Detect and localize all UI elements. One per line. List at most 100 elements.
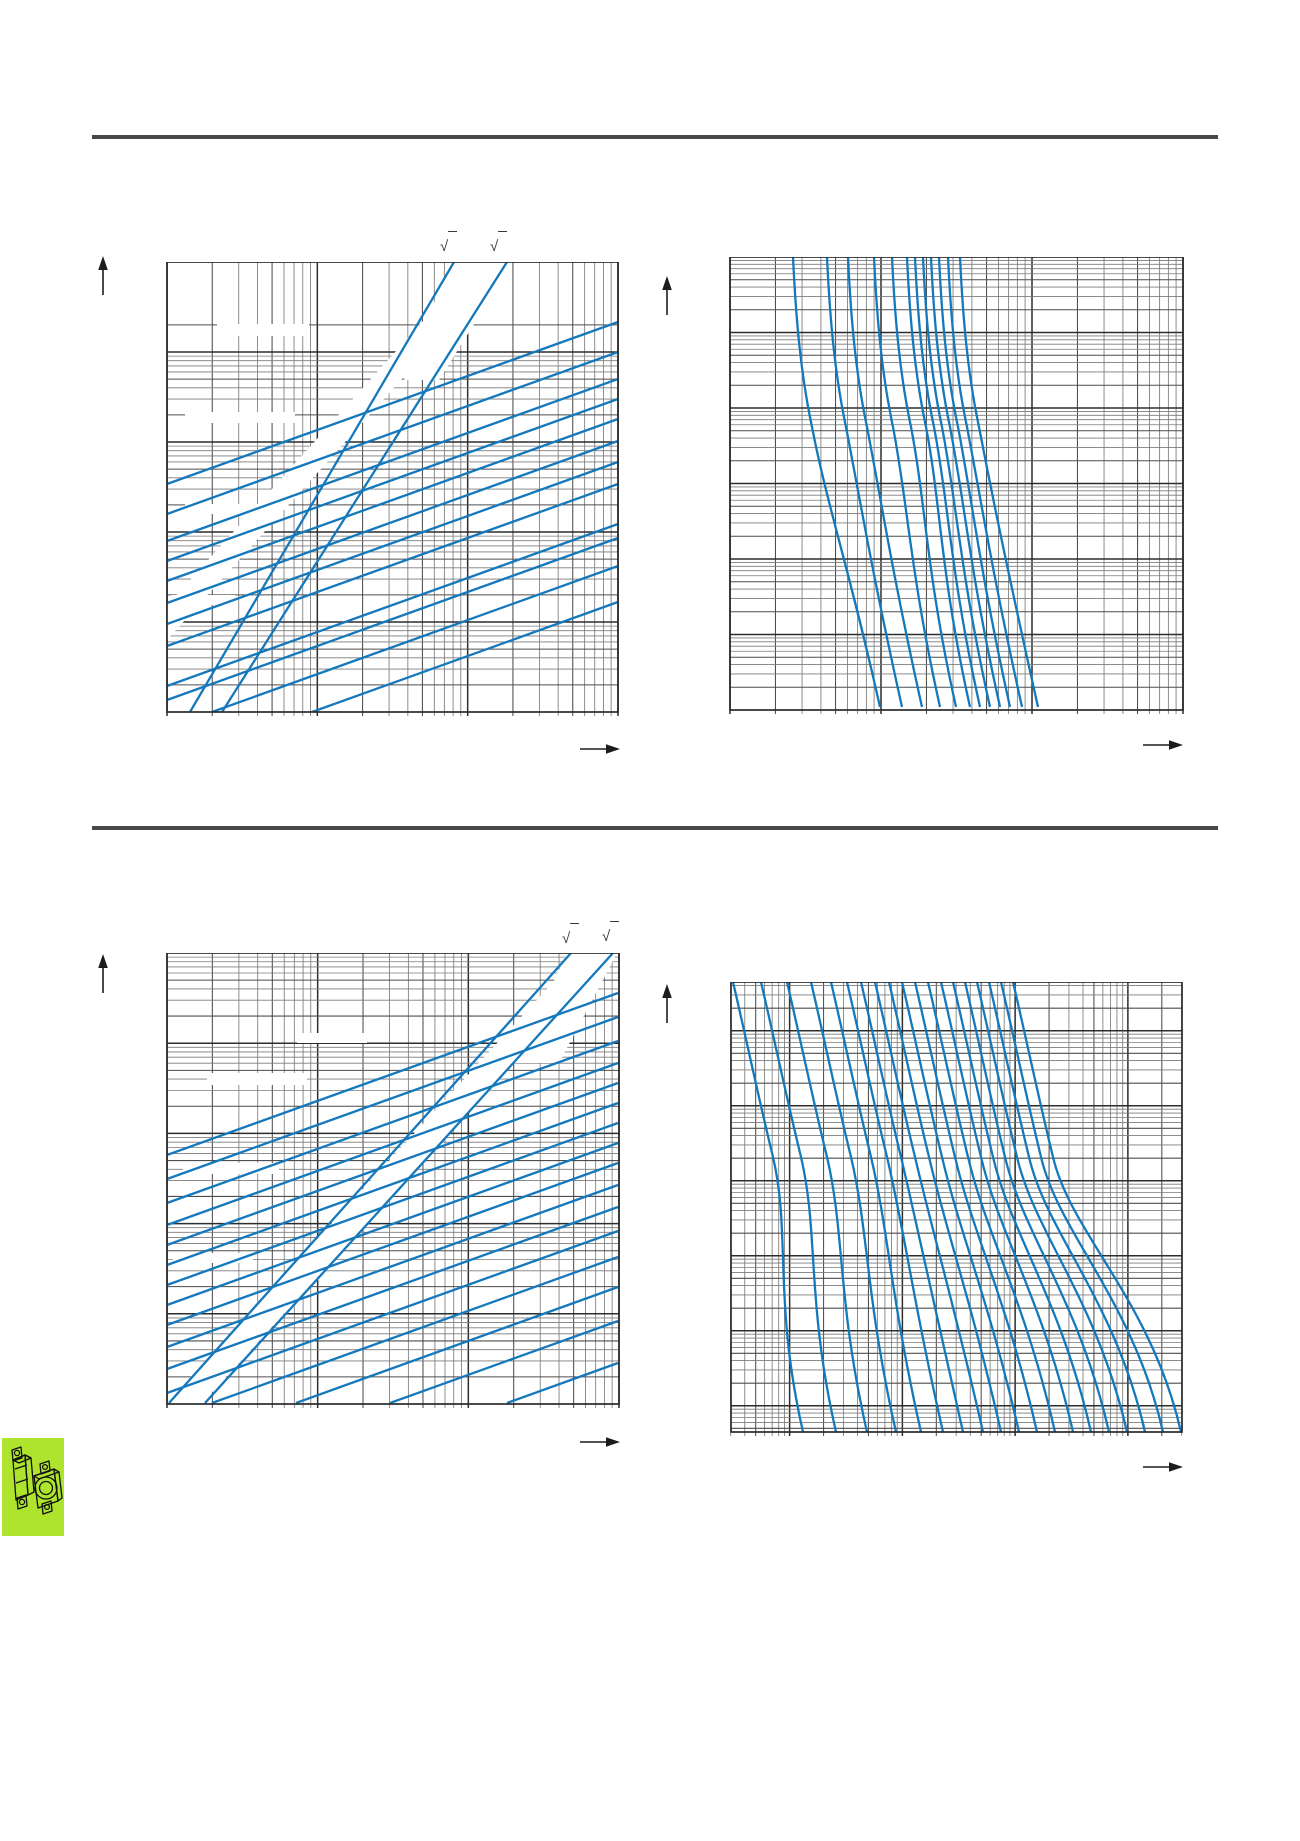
cutoff-line	[167, 991, 619, 1157]
cutoff-line	[167, 417, 618, 583]
melting-curve	[913, 257, 982, 708]
y-axis-arrow-icon	[96, 256, 110, 301]
melting-curve	[809, 982, 898, 1432]
melting-curve	[939, 982, 1075, 1432]
y-axis-arrow-icon	[660, 984, 674, 1029]
x-axis-arrow-icon	[1143, 1460, 1183, 1479]
sqrt-overbar	[448, 231, 458, 244]
melting-curve	[731, 982, 805, 1432]
chart-canvas	[166, 952, 620, 1408]
sqrt-symbol: √	[440, 238, 449, 255]
melting-curve	[759, 982, 838, 1432]
melting-curve	[1011, 982, 1182, 1432]
sqrt-overbar	[498, 231, 508, 244]
melting-curve	[958, 257, 1040, 708]
cutoff-line	[389, 1319, 619, 1404]
cutoff-line	[167, 482, 618, 648]
cutoff-line	[167, 1183, 619, 1349]
peak-current-line	[168, 953, 572, 1404]
melting-curve	[825, 257, 904, 708]
melting-curve	[963, 982, 1111, 1432]
chart-cutoff-current-top-left	[166, 261, 619, 716]
cutoff-line	[167, 1161, 619, 1327]
melting-curve	[873, 982, 985, 1432]
characteristic-curves	[731, 982, 1182, 1432]
peak-current-line	[189, 262, 455, 712]
cutoff-line	[167, 377, 618, 543]
x-axis-arrow-icon	[1143, 738, 1183, 757]
grid-lines	[729, 257, 1184, 714]
sqrt-symbol: √	[490, 238, 499, 255]
melting-curve	[913, 982, 1039, 1432]
chart-canvas	[166, 261, 619, 716]
characteristic-curves	[791, 257, 1040, 708]
sqrt-symbol: √	[562, 930, 571, 947]
screw-fuse-base-icon	[33, 1460, 63, 1515]
cutoff-line	[167, 439, 618, 605]
sqrt-annotation: √	[562, 923, 580, 947]
chart-cutoff-current-bottom-left	[166, 952, 620, 1408]
y-axis-arrow-icon	[96, 954, 110, 999]
melting-curve	[999, 982, 1165, 1432]
cutoff-line	[311, 600, 618, 712]
chart-canvas	[730, 981, 1183, 1436]
cutoff-line	[506, 1361, 619, 1404]
y-axis-arrow-icon	[660, 276, 674, 321]
melting-curve	[921, 257, 992, 708]
melting-curve	[887, 982, 1003, 1432]
cutoff-line	[295, 1285, 619, 1404]
cutoff-line	[167, 1205, 619, 1371]
melting-curve	[926, 982, 1057, 1432]
melting-curve	[937, 257, 1012, 708]
cutoff-line	[167, 1081, 619, 1247]
din-fuse-holder-icon	[11, 1446, 35, 1510]
cutoff-line	[167, 1229, 619, 1395]
melting-curve	[946, 257, 1024, 708]
cutoff-line	[167, 1061, 619, 1227]
sqrt-overbar	[610, 921, 620, 934]
cutoff-line	[167, 350, 618, 516]
sqrt-overbar	[570, 923, 580, 936]
label-band-overlays	[167, 262, 513, 641]
sqrt-annotation: √	[440, 231, 458, 255]
characteristic-curves	[167, 953, 619, 1404]
section-divider	[92, 135, 1218, 139]
cutoff-line	[211, 1255, 619, 1404]
melting-curve	[791, 257, 882, 708]
cutoff-line	[167, 536, 618, 702]
melting-curve	[975, 982, 1129, 1432]
melting-curve	[845, 982, 945, 1432]
chart-time-current-top-right	[729, 256, 1184, 714]
melting-curve	[872, 257, 942, 708]
cutoff-line	[167, 1015, 619, 1181]
section-divider	[92, 826, 1218, 830]
melting-curve	[900, 982, 1021, 1432]
cutoff-line	[167, 1141, 619, 1307]
melting-curve	[987, 982, 1147, 1432]
chart-canvas	[729, 256, 1184, 714]
melting-curve	[785, 982, 869, 1432]
melting-curve	[829, 982, 923, 1432]
melting-curve	[859, 982, 965, 1432]
x-axis-arrow-icon	[580, 742, 620, 761]
cutoff-line	[167, 1039, 619, 1205]
melting-curve	[890, 257, 958, 708]
cutoff-line	[167, 522, 618, 688]
cutoff-line	[167, 1101, 619, 1267]
sqrt-annotation: √	[490, 231, 508, 255]
sqrt-symbol: √	[602, 928, 611, 945]
cutoff-line	[211, 564, 618, 712]
cutoff-line	[167, 460, 618, 626]
melting-curve	[905, 257, 972, 708]
melting-curve	[951, 982, 1093, 1432]
cutoff-line	[167, 1121, 619, 1287]
peak-current-line	[221, 262, 508, 712]
product-category-badge	[2, 1438, 64, 1536]
x-axis-arrow-icon	[580, 1435, 620, 1454]
fuse-products-icon	[2, 1438, 64, 1536]
melting-curve	[929, 257, 1002, 708]
cutoff-line	[167, 320, 618, 486]
characteristic-curves	[167, 262, 618, 712]
sqrt-annotation: √	[602, 921, 620, 945]
